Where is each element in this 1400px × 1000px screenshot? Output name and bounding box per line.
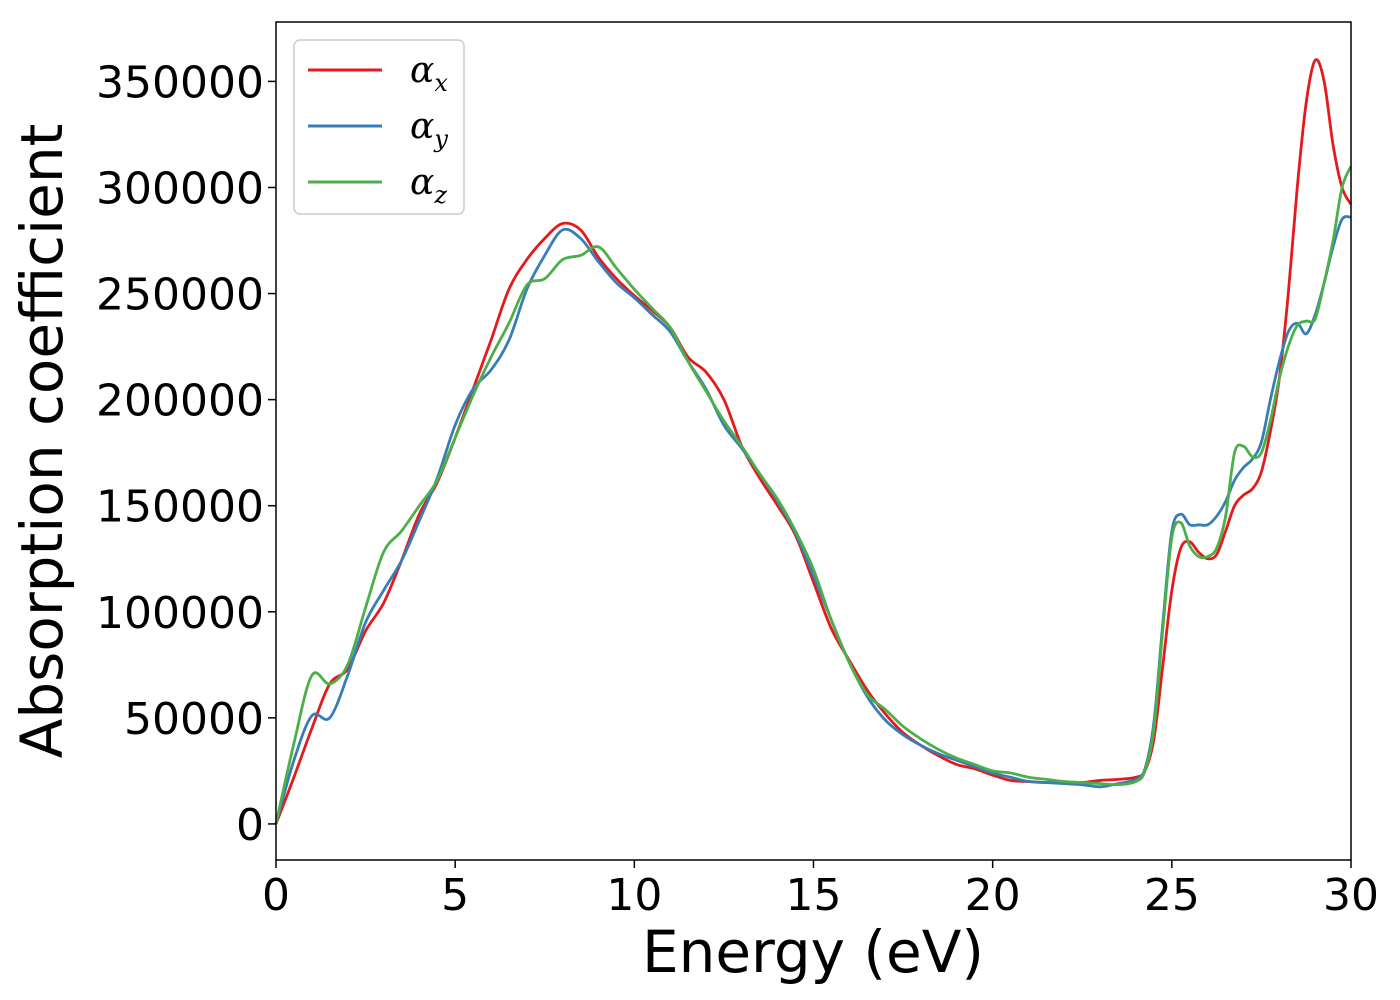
y-tick-label: 0 [236, 800, 264, 851]
x-tick-label: 15 [786, 870, 842, 921]
y-axis-ticks: 0 50000 100000 150000 200000 250000 300000 3500… [96, 57, 276, 851]
x-tick-label: 10 [606, 870, 662, 921]
x-tick-label: 25 [1144, 870, 1200, 921]
legend-label-y: αy [410, 106, 448, 153]
x-axis-ticks: 0 5 10 15 20 25 30 [262, 860, 1379, 921]
x-tick-label: 0 [262, 870, 290, 921]
y-tick-label: 150000 [96, 482, 264, 533]
y-axis-title: Absorption coefficient [8, 124, 76, 759]
x-axis-title: Energy (eV) [642, 918, 984, 986]
series-line-z [274, 165, 1353, 825]
x-tick-label: 5 [441, 870, 469, 921]
y-tick-label: 50000 [124, 694, 264, 745]
y-tick-label: 350000 [96, 57, 264, 108]
legend-items: αx αy αz [308, 50, 448, 209]
legend-label-x: αx [410, 50, 448, 97]
y-tick-label: 200000 [96, 376, 264, 427]
y-tick-label: 100000 [96, 588, 264, 639]
y-tick-label: 300000 [96, 163, 264, 214]
legend: αx αy αz [293, 39, 465, 215]
series-layer [274, 58, 1353, 825]
x-tick-label: 20 [965, 870, 1021, 921]
series-line-y [274, 215, 1352, 825]
legend-label-z: αz [410, 162, 447, 209]
x-tick-label: 30 [1323, 870, 1379, 921]
y-tick-label: 250000 [96, 270, 264, 321]
